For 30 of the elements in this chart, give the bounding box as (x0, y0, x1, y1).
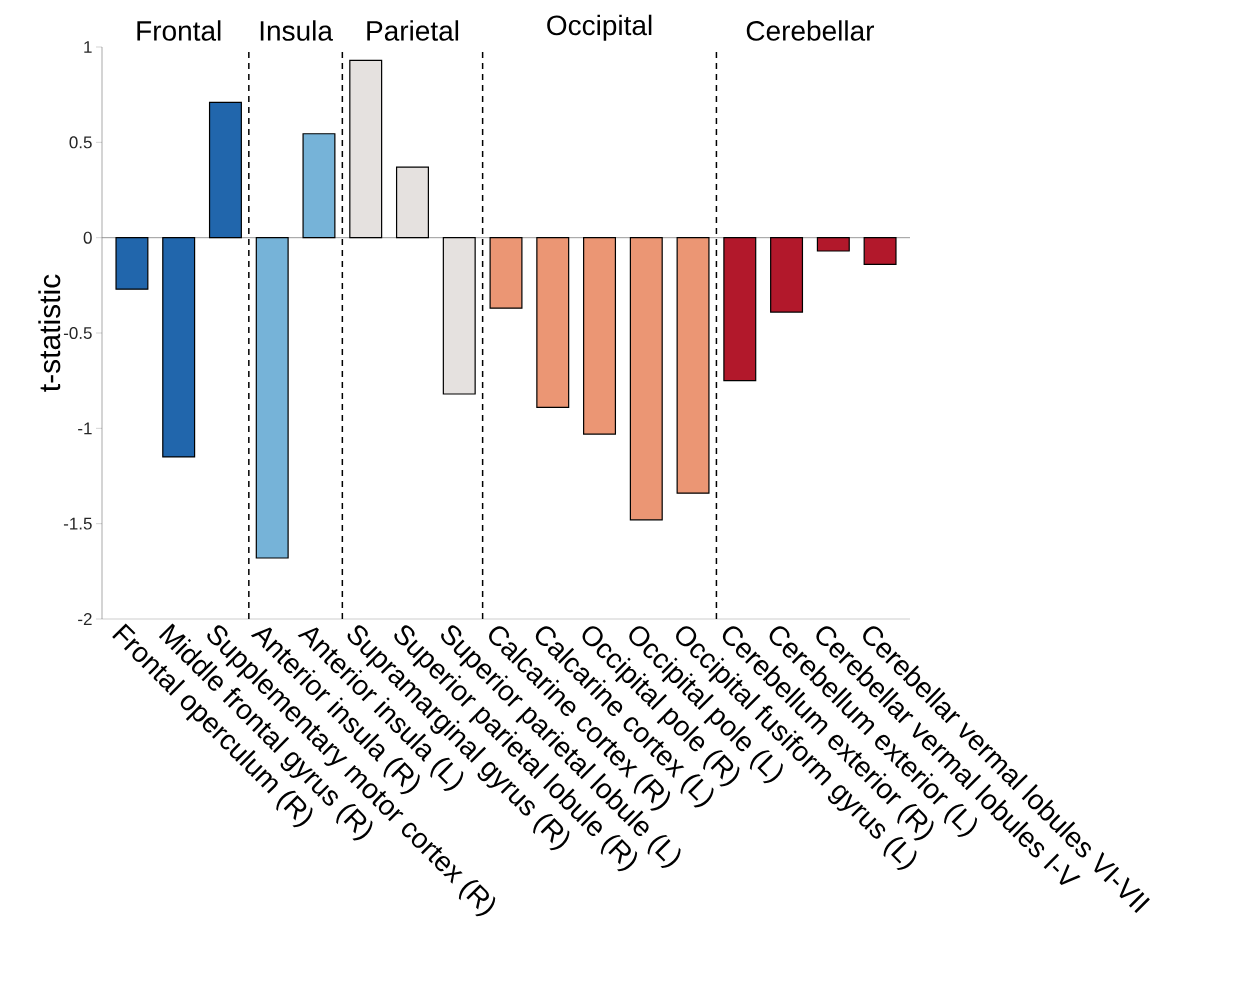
y-tick-label: -2 (78, 613, 92, 625)
bar (162, 237, 196, 458)
text: Cerebellar (746, 20, 875, 41)
y-tick-label: 0.5 (69, 136, 92, 149)
bar (395, 166, 429, 239)
y-tick-label: 0 (83, 231, 92, 244)
bar (302, 133, 336, 239)
text: Parietal (367, 20, 459, 41)
bar (863, 237, 897, 265)
bar (349, 59, 383, 239)
bar (115, 237, 149, 290)
y-tick-label: -1.5 (63, 517, 92, 530)
bar (816, 237, 850, 252)
bar (629, 237, 663, 521)
text: Insula (260, 20, 333, 41)
bar (442, 237, 476, 395)
y-tick-label: -1 (78, 422, 92, 435)
bar (723, 237, 757, 382)
text: Occipital (547, 14, 652, 41)
y-axis-title: t-statistic (38, 274, 61, 392)
bar (489, 237, 523, 309)
text: Frontal (137, 20, 221, 41)
bar (208, 101, 242, 239)
bar (676, 237, 710, 494)
y-tick-label: 1 (84, 41, 92, 53)
bar (255, 237, 289, 559)
bar (536, 237, 570, 408)
bar (583, 237, 617, 435)
bar (770, 237, 804, 313)
y-tick-label: -0.5 (63, 326, 92, 340)
